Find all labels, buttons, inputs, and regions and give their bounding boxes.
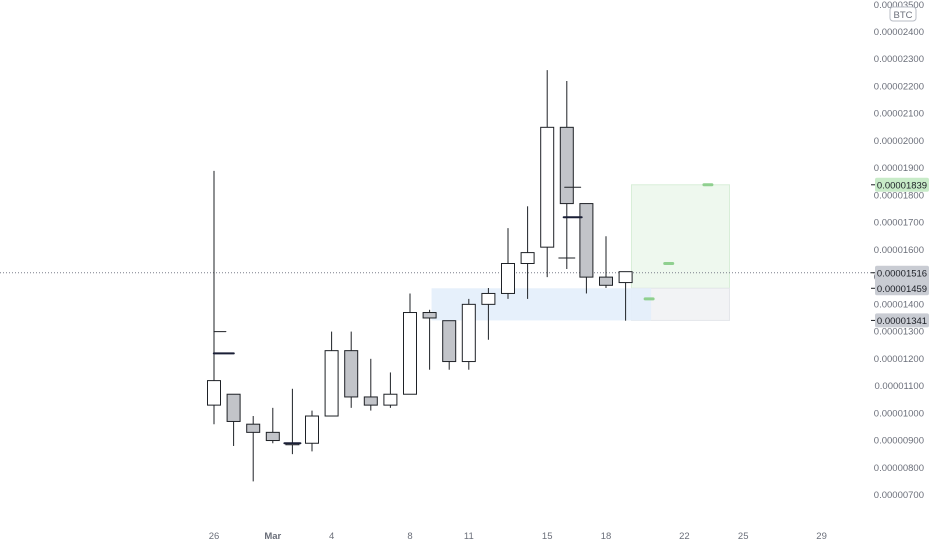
time-tick-label: 11 <box>464 531 474 542</box>
candle[interactable] <box>265 407 280 444</box>
candle-body <box>344 350 359 398</box>
candle-body <box>579 203 594 278</box>
price-tick-label: 0.00001400 <box>874 299 924 310</box>
target-price-label-text: 0.00001839 <box>877 180 927 191</box>
candle-body <box>599 276 613 286</box>
candle-body <box>540 126 555 248</box>
candle[interactable] <box>618 271 633 321</box>
price-tick-label: 0.00003500 <box>874 0 924 11</box>
time-tick-label: 22 <box>679 531 690 542</box>
candle-body <box>305 415 319 444</box>
candle[interactable] <box>559 81 574 269</box>
candle[interactable] <box>481 288 496 340</box>
candle-body <box>461 303 476 363</box>
markers-layer <box>212 183 714 445</box>
currency-badge[interactable]: BTC <box>889 6 917 22</box>
position-profit-zone[interactable] <box>630 184 730 289</box>
candle-body <box>265 431 280 442</box>
candle[interactable] <box>207 170 221 425</box>
entry-price-label-box <box>875 281 929 296</box>
candle[interactable] <box>540 70 555 278</box>
candle-body <box>520 252 535 264</box>
candle[interactable] <box>461 298 476 370</box>
candle[interactable] <box>442 320 457 370</box>
time-tick-label: 15 <box>542 531 553 542</box>
candle-body <box>618 271 633 284</box>
price-labels: 0.000018390.0000151609:46:570.000014590.… <box>871 177 929 328</box>
candle-body <box>383 393 398 406</box>
candle[interactable] <box>305 410 319 452</box>
candle-body <box>226 393 241 422</box>
candle[interactable] <box>383 372 398 408</box>
price-tick-label: 0.00001800 <box>874 190 924 201</box>
candle-body <box>501 263 515 294</box>
price-tick-label: 0.00001700 <box>874 218 924 229</box>
candle[interactable] <box>403 293 417 395</box>
candle-body <box>363 396 378 406</box>
time-tick-label: 26 <box>209 531 220 542</box>
price-tick-label: 0.00001100 <box>875 381 925 392</box>
price-tick-label: 0.00001200 <box>874 354 924 365</box>
price-tick-label: 0.00002000 <box>874 136 924 147</box>
price-axis[interactable]: 0.00003500 0.00002400 0.00002300 0.00002200… <box>874 0 924 501</box>
price-tick-label: 0.00002100 <box>874 109 924 120</box>
time-tick-label: Mar <box>264 531 281 542</box>
time-tick-label: 4 <box>329 531 334 542</box>
entry-price-label-text: 0.00001459 <box>877 284 927 295</box>
price-tick-label: 0.00001600 <box>874 245 924 256</box>
candle-body <box>559 126 574 205</box>
target-price-label[interactable]: 0.00001839 <box>871 177 929 192</box>
time-tick-label: 29 <box>816 531 827 542</box>
candle-body <box>246 423 261 433</box>
candle[interactable] <box>324 331 339 417</box>
price-tick-label: 0.00000900 <box>874 436 924 447</box>
currency-badge-label: BTC <box>894 10 913 21</box>
current-price-label-text: 0.00001516 <box>877 268 927 279</box>
price-tick-label: 0.00000700 <box>874 490 924 501</box>
drawing-layer <box>431 184 730 321</box>
stop-price-label-text: 0.00001341 <box>877 316 927 327</box>
time-tick-label: 25 <box>738 531 749 542</box>
candle-body <box>422 312 437 319</box>
price-tick-label: 0.00001900 <box>874 163 924 174</box>
candle[interactable] <box>520 206 535 299</box>
price-tick-label: 0.00002400 <box>874 27 924 38</box>
time-tick-label: 18 <box>601 531 612 542</box>
price-tick-label: 0.00001300 <box>874 327 924 338</box>
candle[interactable] <box>226 393 241 446</box>
candle-body <box>481 292 496 305</box>
stop-price-label-box <box>875 313 929 328</box>
candle[interactable] <box>579 203 594 294</box>
price-tick-label: 0.00002300 <box>874 54 924 65</box>
candle[interactable] <box>501 228 515 299</box>
currency-badge-box <box>889 6 917 22</box>
price-tick-label: 0.00002200 <box>874 81 924 92</box>
candle[interactable] <box>344 331 359 408</box>
candle-body <box>207 380 221 406</box>
candle-body <box>403 312 417 395</box>
candles-layer <box>207 70 633 482</box>
candle[interactable] <box>363 358 378 411</box>
stop-price-label[interactable]: 0.00001341 <box>871 313 929 328</box>
price-tick-label: 0.00001000 <box>874 408 924 419</box>
price-tick-label: 0.00000800 <box>874 463 924 474</box>
time-tick-label: 8 <box>407 531 412 542</box>
candle[interactable] <box>599 236 613 289</box>
candle[interactable] <box>422 309 437 370</box>
candle[interactable] <box>285 388 300 455</box>
candle-body <box>442 320 457 363</box>
target-price-label-box <box>875 177 929 192</box>
entry-price-label[interactable]: 0.00001459 <box>871 281 929 296</box>
time-axis[interactable]: 26 Mar 4 8 11 15 18 22 25 29 <box>209 531 827 542</box>
candle[interactable] <box>246 416 261 482</box>
candle-body <box>324 350 339 417</box>
